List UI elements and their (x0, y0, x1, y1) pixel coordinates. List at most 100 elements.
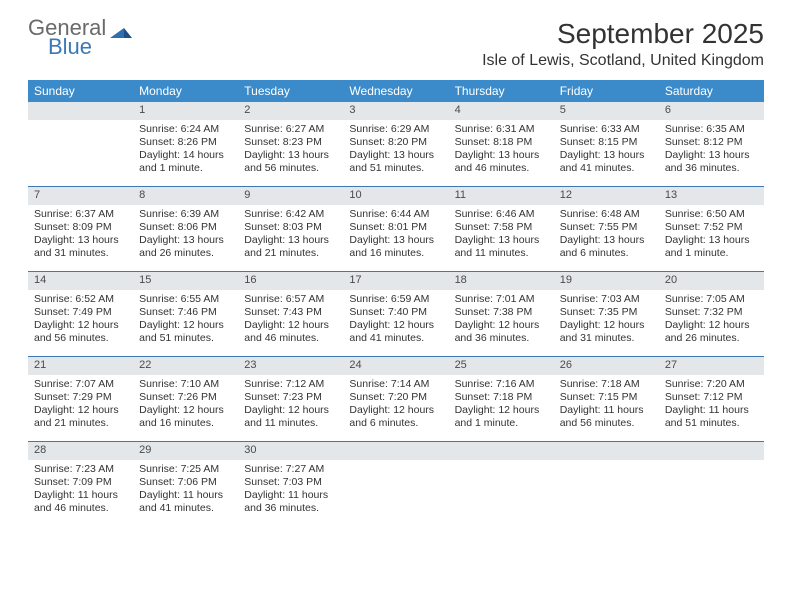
day-body: Sunrise: 7:18 AMSunset: 7:15 PMDaylight:… (554, 375, 659, 437)
day-body: Sunrise: 7:16 AMSunset: 7:18 PMDaylight:… (449, 375, 554, 437)
day-cell: 6Sunrise: 6:35 AMSunset: 8:12 PMDaylight… (659, 102, 764, 186)
day-of-week-header: Sunday (28, 80, 133, 102)
day-number-bar: 24 (343, 357, 448, 375)
day-number-bar: 15 (133, 272, 238, 290)
day-body: Sunrise: 6:55 AMSunset: 7:46 PMDaylight:… (133, 290, 238, 352)
day-cell: 19Sunrise: 7:03 AMSunset: 7:35 PMDayligh… (554, 272, 659, 356)
sunrise-text: Sunrise: 6:44 AM (349, 208, 442, 221)
day-cell: 24Sunrise: 7:14 AMSunset: 7:20 PMDayligh… (343, 357, 448, 441)
day-of-week-header: Friday (554, 80, 659, 102)
daylight-text: Daylight: 12 hours and 16 minutes. (139, 404, 232, 430)
sunrise-text: Sunrise: 6:27 AM (244, 123, 337, 136)
header: General Blue September 2025 Isle of Lewi… (28, 18, 764, 70)
day-cell: 29Sunrise: 7:25 AMSunset: 7:06 PMDayligh… (133, 442, 238, 526)
sunrise-text: Sunrise: 6:35 AM (665, 123, 758, 136)
sunrise-text: Sunrise: 7:05 AM (665, 293, 758, 306)
daylight-text: Daylight: 11 hours and 56 minutes. (560, 404, 653, 430)
day-cell: 20Sunrise: 7:05 AMSunset: 7:32 PMDayligh… (659, 272, 764, 356)
day-body: Sunrise: 6:33 AMSunset: 8:15 PMDaylight:… (554, 120, 659, 182)
daylight-text: Daylight: 13 hours and 21 minutes. (244, 234, 337, 260)
sunrise-text: Sunrise: 7:27 AM (244, 463, 337, 476)
daylight-text: Daylight: 11 hours and 36 minutes. (244, 489, 337, 515)
sunrise-text: Sunrise: 7:18 AM (560, 378, 653, 391)
day-number-bar: 18 (449, 272, 554, 290)
day-cell: 25Sunrise: 7:16 AMSunset: 7:18 PMDayligh… (449, 357, 554, 441)
day-body: Sunrise: 6:39 AMSunset: 8:06 PMDaylight:… (133, 205, 238, 267)
daylight-text: Daylight: 13 hours and 26 minutes. (139, 234, 232, 260)
day-body: Sunrise: 6:46 AMSunset: 7:58 PMDaylight:… (449, 205, 554, 267)
logo-text: General Blue (28, 18, 106, 58)
day-of-week-header: Tuesday (238, 80, 343, 102)
day-cell: 8Sunrise: 6:39 AMSunset: 8:06 PMDaylight… (133, 187, 238, 271)
sunset-text: Sunset: 7:52 PM (665, 221, 758, 234)
day-cell: 12Sunrise: 6:48 AMSunset: 7:55 PMDayligh… (554, 187, 659, 271)
daylight-text: Daylight: 11 hours and 51 minutes. (665, 404, 758, 430)
sunset-text: Sunset: 7:18 PM (455, 391, 548, 404)
daylight-text: Daylight: 13 hours and 16 minutes. (349, 234, 442, 260)
daylight-text: Daylight: 12 hours and 36 minutes. (455, 319, 548, 345)
day-body: Sunrise: 6:24 AMSunset: 8:26 PMDaylight:… (133, 120, 238, 182)
sunrise-text: Sunrise: 7:12 AM (244, 378, 337, 391)
calendar-page: General Blue September 2025 Isle of Lewi… (0, 0, 792, 544)
location: Isle of Lewis, Scotland, United Kingdom (482, 52, 764, 70)
sunset-text: Sunset: 8:09 PM (34, 221, 127, 234)
day-cell: 14Sunrise: 6:52 AMSunset: 7:49 PMDayligh… (28, 272, 133, 356)
title-block: September 2025 Isle of Lewis, Scotland, … (482, 18, 764, 70)
daylight-text: Daylight: 12 hours and 46 minutes. (244, 319, 337, 345)
week-row: 28Sunrise: 7:23 AMSunset: 7:09 PMDayligh… (28, 442, 764, 526)
day-cell: 7Sunrise: 6:37 AMSunset: 8:09 PMDaylight… (28, 187, 133, 271)
sunrise-text: Sunrise: 6:50 AM (665, 208, 758, 221)
daylight-text: Daylight: 13 hours and 36 minutes. (665, 149, 758, 175)
day-number-bar (28, 102, 133, 120)
day-body: Sunrise: 6:27 AMSunset: 8:23 PMDaylight:… (238, 120, 343, 182)
day-number-bar: 12 (554, 187, 659, 205)
day-number-bar (343, 442, 448, 460)
day-body: Sunrise: 6:57 AMSunset: 7:43 PMDaylight:… (238, 290, 343, 352)
day-number-bar: 27 (659, 357, 764, 375)
sunset-text: Sunset: 7:46 PM (139, 306, 232, 319)
sunset-text: Sunset: 7:55 PM (560, 221, 653, 234)
sunset-text: Sunset: 7:03 PM (244, 476, 337, 489)
sunset-text: Sunset: 7:49 PM (34, 306, 127, 319)
week-row: 7Sunrise: 6:37 AMSunset: 8:09 PMDaylight… (28, 187, 764, 272)
sunset-text: Sunset: 7:15 PM (560, 391, 653, 404)
sunrise-text: Sunrise: 6:39 AM (139, 208, 232, 221)
day-of-week-header: Thursday (449, 80, 554, 102)
week-row: 14Sunrise: 6:52 AMSunset: 7:49 PMDayligh… (28, 272, 764, 357)
daylight-text: Daylight: 12 hours and 31 minutes. (560, 319, 653, 345)
day-cell: 1Sunrise: 6:24 AMSunset: 8:26 PMDaylight… (133, 102, 238, 186)
sunset-text: Sunset: 8:23 PM (244, 136, 337, 149)
sunrise-text: Sunrise: 7:14 AM (349, 378, 442, 391)
daylight-text: Daylight: 12 hours and 11 minutes. (244, 404, 337, 430)
sunrise-text: Sunrise: 7:23 AM (34, 463, 127, 476)
day-number-bar: 17 (343, 272, 448, 290)
day-cell: 16Sunrise: 6:57 AMSunset: 7:43 PMDayligh… (238, 272, 343, 356)
logo-line2: Blue (48, 37, 106, 58)
day-body: Sunrise: 7:27 AMSunset: 7:03 PMDaylight:… (238, 460, 343, 522)
day-of-week-header: Saturday (659, 80, 764, 102)
day-number-bar: 28 (28, 442, 133, 460)
day-number-bar: 25 (449, 357, 554, 375)
day-number-bar: 23 (238, 357, 343, 375)
day-body: Sunrise: 7:25 AMSunset: 7:06 PMDaylight:… (133, 460, 238, 522)
sunrise-text: Sunrise: 7:07 AM (34, 378, 127, 391)
day-cell (343, 442, 448, 526)
sunrise-text: Sunrise: 6:29 AM (349, 123, 442, 136)
day-body: Sunrise: 6:42 AMSunset: 8:03 PMDaylight:… (238, 205, 343, 267)
day-number-bar: 29 (133, 442, 238, 460)
day-number-bar: 9 (238, 187, 343, 205)
day-body: Sunrise: 6:52 AMSunset: 7:49 PMDaylight:… (28, 290, 133, 352)
day-number-bar: 21 (28, 357, 133, 375)
day-body: Sunrise: 7:01 AMSunset: 7:38 PMDaylight:… (449, 290, 554, 352)
daylight-text: Daylight: 11 hours and 46 minutes. (34, 489, 127, 515)
logo: General Blue (28, 18, 132, 58)
daylight-text: Daylight: 13 hours and 56 minutes. (244, 149, 337, 175)
day-number-bar (554, 442, 659, 460)
day-cell: 5Sunrise: 6:33 AMSunset: 8:15 PMDaylight… (554, 102, 659, 186)
day-body: Sunrise: 6:31 AMSunset: 8:18 PMDaylight:… (449, 120, 554, 182)
sunrise-text: Sunrise: 6:52 AM (34, 293, 127, 306)
day-body: Sunrise: 6:35 AMSunset: 8:12 PMDaylight:… (659, 120, 764, 182)
sunset-text: Sunset: 7:38 PM (455, 306, 548, 319)
day-body: Sunrise: 6:48 AMSunset: 7:55 PMDaylight:… (554, 205, 659, 267)
day-cell (659, 442, 764, 526)
